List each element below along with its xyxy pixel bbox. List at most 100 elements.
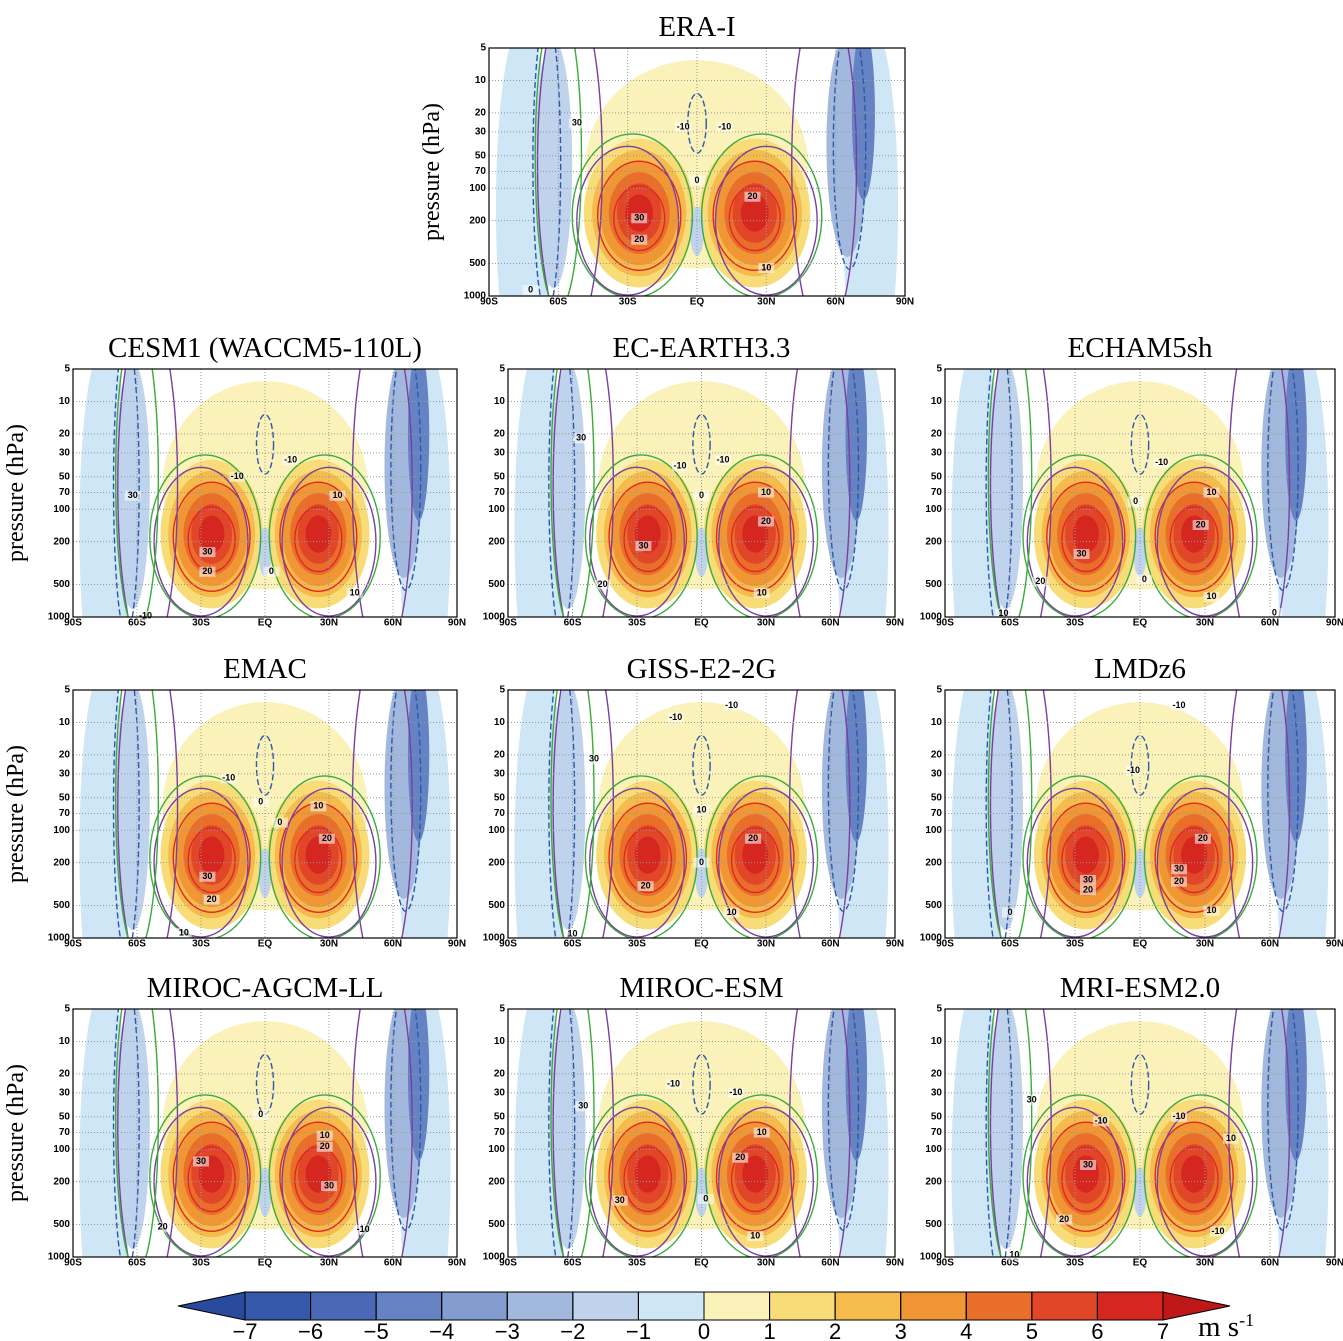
x-tick-label: 30S: [1066, 939, 1084, 950]
y-tick-label: 5: [499, 364, 505, 375]
contour-label: -10: [357, 1224, 370, 1234]
y-tick-label: 100: [53, 825, 70, 836]
y-tick-label: 20: [59, 1069, 71, 1080]
y-tick-label: 20: [494, 750, 506, 761]
x-tick-label: 60N: [384, 1258, 402, 1269]
contour-label: 0: [703, 1193, 708, 1203]
y-tick-label: 50: [931, 471, 943, 482]
y-tick-label: 30: [931, 1088, 943, 1099]
x-tick-label: 60N: [384, 939, 402, 950]
contour-label: 10: [1206, 905, 1216, 915]
y-tick-label: 70: [931, 1127, 943, 1138]
shade: [199, 836, 225, 873]
y-tick-label: 1000: [483, 1252, 506, 1263]
colorbar-cell: [245, 1292, 311, 1320]
contour-label: 20: [634, 234, 644, 244]
y-tick-label: 30: [475, 127, 487, 138]
y-tick-label: 30: [931, 769, 943, 780]
contour-label: 20: [322, 833, 332, 843]
contour-label: 20: [158, 1222, 168, 1232]
y-tick-label: 1000: [483, 612, 506, 623]
y-tick-label: 10: [475, 75, 487, 86]
x-tick-label: EQ: [694, 618, 709, 629]
contour-label: 20: [761, 516, 771, 526]
y-tick-label: 70: [59, 487, 71, 498]
contour-label: 10: [179, 927, 189, 937]
contour-label: -10: [1155, 457, 1168, 467]
contour-label: 0: [699, 857, 704, 867]
y-tick-label: 500: [925, 900, 942, 911]
y-axis-label: pressure (hPa): [3, 745, 29, 883]
y-tick-label: 100: [925, 825, 942, 836]
y-tick-label: 100: [53, 504, 70, 515]
y-tick-label: 500: [53, 900, 70, 911]
y-tick-label: 100: [488, 1144, 505, 1155]
contour-label: 20: [748, 833, 758, 843]
contour-label: 0: [258, 1109, 263, 1119]
y-tick-label: 500: [925, 1219, 942, 1230]
colorbar-cell: [1032, 1292, 1098, 1320]
contour-label: 0: [258, 797, 263, 807]
x-tick-label: 90N: [1326, 939, 1343, 950]
panel-title: ERA-I: [658, 11, 735, 43]
x-tick-label: 60N: [821, 1258, 839, 1269]
x-tick-label: EQ: [258, 618, 273, 629]
y-tick-label: 200: [53, 857, 70, 868]
contour-label: 10: [313, 801, 323, 811]
y-tick-label: 5: [936, 1004, 942, 1015]
x-tick-label: 60N: [1261, 939, 1279, 950]
y-tick-label: 5: [64, 364, 70, 375]
contour-label: -10: [718, 121, 731, 131]
contour-label: 20: [1035, 576, 1045, 586]
y-tick-label: 50: [494, 1111, 506, 1122]
contour-label: 30: [202, 871, 212, 881]
x-tick-label: 90N: [1326, 618, 1343, 629]
contour-label: 30: [196, 1156, 206, 1166]
contour-label: -10: [284, 454, 297, 464]
contour-label: 20: [735, 1152, 745, 1162]
x-tick-label: 90N: [448, 1258, 466, 1269]
x-tick-label: 60N: [821, 618, 839, 629]
panel-title: MIROC-AGCM-LL: [147, 972, 384, 1004]
x-tick-label: EQ: [690, 297, 705, 308]
y-tick-label: 5: [480, 43, 486, 54]
contour-label: -10: [1172, 700, 1185, 710]
y-tick-label: 70: [59, 1127, 71, 1138]
contour-label: 30: [1027, 1094, 1037, 1104]
x-tick-label: EQ: [1133, 1258, 1148, 1269]
contour-label: 20: [641, 880, 651, 890]
y-tick-label: 500: [53, 579, 70, 590]
y-tick-label: 70: [494, 808, 506, 819]
y-tick-label: 200: [488, 857, 505, 868]
panel: MIROC-AGCM-LLpressure (hPa)90S60S30SEQ30…: [3, 952, 466, 1341]
contour-label: -10: [729, 1087, 742, 1097]
colorbar-label: −4: [429, 1319, 454, 1341]
y-tick-label: 10: [494, 1036, 506, 1047]
x-tick-label: 30S: [628, 1258, 646, 1269]
x-tick-label: 90N: [886, 1258, 904, 1269]
colorbar-label: 5: [1026, 1319, 1038, 1341]
y-tick-label: 100: [488, 825, 505, 836]
colorbar-label: −3: [495, 1319, 520, 1341]
contour-label: 10: [761, 262, 771, 272]
contour-label: 10: [727, 907, 737, 917]
colorbar-label: −6: [298, 1319, 323, 1341]
unit-text: m s: [1198, 1311, 1239, 1341]
x-tick-label: 30N: [1196, 1258, 1214, 1269]
contour-label: -10: [667, 1079, 680, 1089]
y-tick-label: 20: [931, 429, 943, 440]
panel-title: MIROC-ESM: [619, 972, 783, 1004]
y-tick-label: 100: [469, 183, 486, 194]
colorbar-label: 7: [1157, 1319, 1169, 1341]
y-tick-label: 70: [494, 487, 506, 498]
y-tick-label: 500: [469, 258, 486, 269]
contour-label: -10: [1172, 1111, 1185, 1121]
contour-label: -10: [669, 712, 682, 722]
colorbar-cell: [376, 1292, 442, 1320]
colorbar-unit: m s-1: [1198, 1310, 1254, 1341]
x-tick-label: 60N: [1261, 1258, 1279, 1269]
y-tick-label: 100: [488, 504, 505, 515]
y-tick-label: 500: [925, 579, 942, 590]
y-tick-label: 30: [494, 448, 506, 459]
y-tick-label: 50: [494, 471, 506, 482]
